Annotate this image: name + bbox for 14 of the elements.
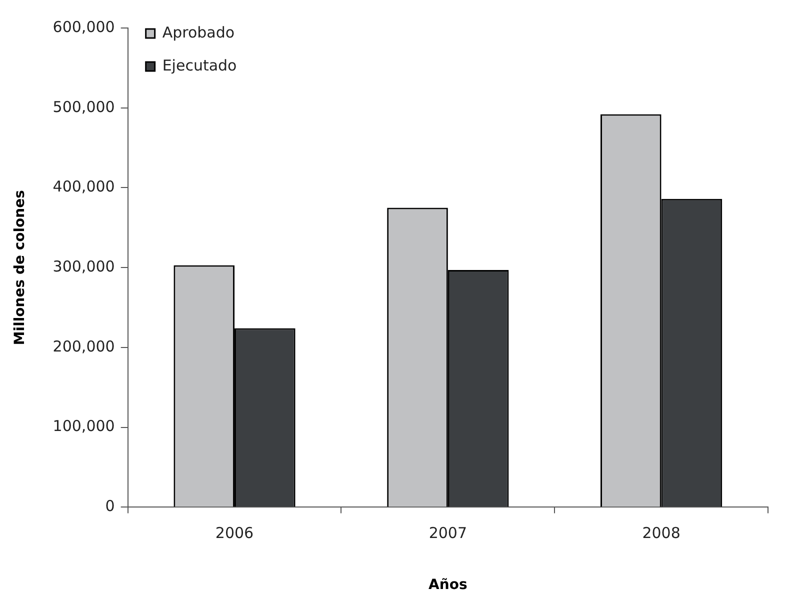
x-tick-label: 2006 — [215, 524, 254, 542]
legend-label: Ejecutado — [162, 56, 237, 74]
x-axis-title: Años — [428, 577, 468, 594]
y-tick-label: 400,000 — [52, 178, 115, 196]
y-tick-label: 200,000 — [52, 337, 115, 356]
legend-label: Aprobado — [162, 23, 235, 42]
y-tick-label: 500,000 — [52, 98, 115, 116]
y-axis-title: Millones de colones — [12, 190, 28, 346]
x-tick-label: 2007 — [428, 524, 468, 542]
y-tick-label: 300,000 — [52, 257, 115, 276]
y-tick-label: 600,000 — [52, 18, 115, 36]
y-tick-label: 100,000 — [52, 417, 115, 436]
y-tick-label: 0 — [105, 497, 115, 516]
x-tick-label: 2008 — [642, 524, 680, 542]
